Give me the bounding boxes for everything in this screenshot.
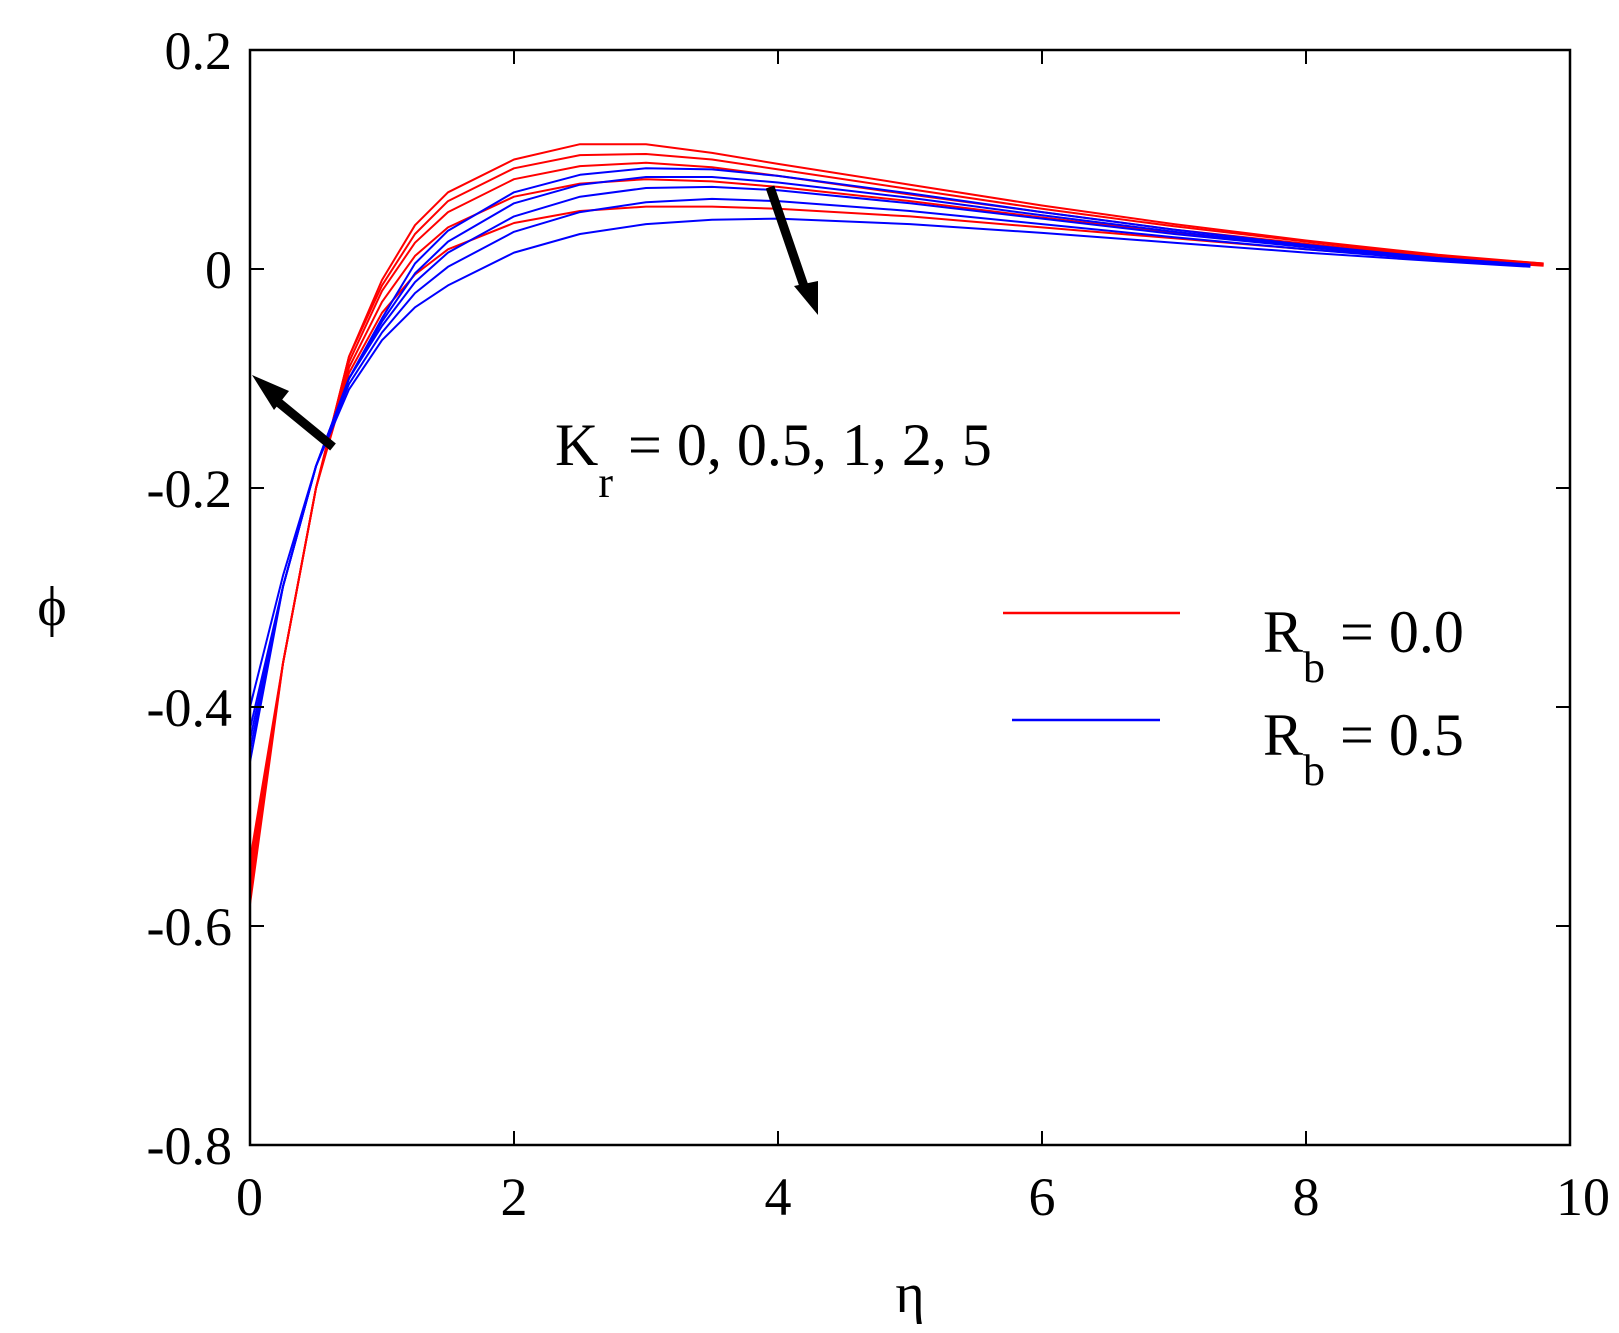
legend-label-0-main: R (1263, 599, 1303, 665)
kr-annotation-sub: r (598, 458, 613, 507)
legend-label-1-main: R (1263, 702, 1303, 768)
legend: Rb = 0.0 Rb = 0.5 (1003, 599, 1464, 795)
series-line-7 (250, 185, 1531, 741)
y-tick-label-5: -0.8 (147, 1116, 232, 1176)
x-axis-label: η (895, 1263, 924, 1325)
x-tick-label-4: 8 (1293, 1167, 1320, 1227)
x-tick-label-0: 0 (236, 1167, 263, 1227)
y-tick-label-0: 0.2 (165, 21, 233, 81)
series-line-1 (250, 153, 1544, 894)
tick-labels: 0 2 4 6 8 10 0.2 0 -0.2 -0.4 -0.6 -0.8 (147, 21, 1610, 1227)
arrow-lower-head (252, 375, 289, 410)
x-tick-label-2: 4 (765, 1167, 792, 1227)
y-tick-label-3: -0.4 (147, 678, 232, 738)
y-tick-label-4: -0.6 (147, 897, 232, 957)
y-axis-label: ϕ (37, 576, 66, 638)
axis-ticks (249, 49, 1571, 1146)
y-tick-label-2: -0.2 (147, 459, 232, 519)
kr-annotation-values: = 0, 0.5, 1, 2, 5 (613, 412, 992, 478)
kr-annotation: Kr = 0, 0.5, 1, 2, 5 (555, 412, 992, 507)
kr-annotation-main: K (555, 412, 598, 478)
curves-group (250, 143, 1544, 905)
legend-label-0: Rb = 0.0 (1263, 599, 1464, 692)
y-tick-label-1: 0 (205, 240, 232, 300)
arrow-lower (252, 375, 336, 451)
legend-label-0-value: = 0.0 (1325, 599, 1464, 665)
x-tick-label-3: 6 (1029, 1167, 1056, 1227)
legend-label-1-value: = 0.5 (1325, 702, 1464, 768)
legend-label-0-sub: b (1303, 643, 1325, 692)
x-tick-label-1: 2 (501, 1167, 528, 1227)
arrow-lower-shaft (269, 393, 336, 451)
series-line-0 (250, 143, 1544, 905)
legend-label-1: Rb = 0.5 (1263, 702, 1464, 795)
plot-frame (248, 48, 1572, 1147)
arrow-upper-head (794, 281, 818, 315)
series-line-9 (250, 217, 1531, 708)
x-tick-label-5: 10 (1556, 1167, 1610, 1227)
legend-label-1-sub: b (1303, 746, 1325, 795)
arrow-upper (765, 185, 818, 315)
arrow-upper-shaft (765, 185, 811, 294)
series-line-8 (250, 197, 1531, 730)
